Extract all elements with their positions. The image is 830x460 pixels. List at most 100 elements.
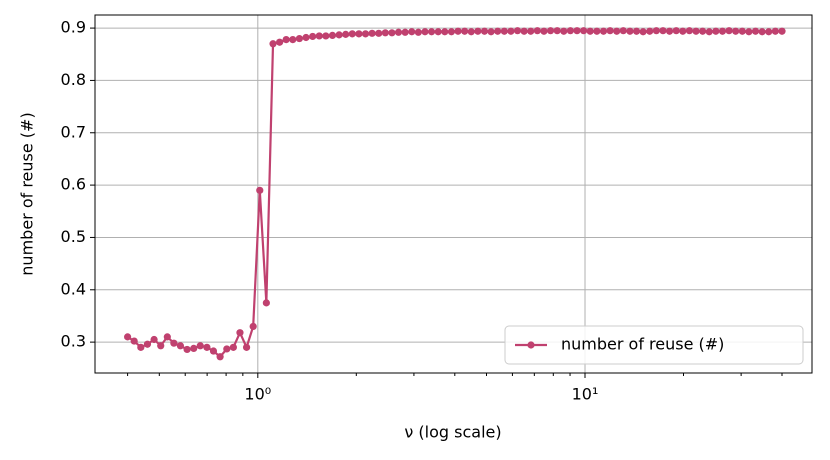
point [375,29,383,37]
point [632,27,641,35]
x-axis-label: ν (log scale) [404,423,501,442]
point [738,27,746,35]
point [322,32,330,40]
point [256,186,264,194]
point [309,32,317,41]
point [170,339,178,347]
point [520,27,528,35]
point [765,28,773,36]
point [553,27,561,35]
point [150,335,158,344]
y-tick-label: 0.4 [61,279,86,298]
point [315,32,323,40]
point [500,27,508,35]
point [718,27,727,35]
y-tick-label: 0.6 [61,175,86,194]
point [269,40,277,48]
point [494,27,502,35]
point [599,27,608,35]
point [289,35,297,44]
point [467,28,475,36]
point [685,27,694,35]
point [646,27,654,35]
point [672,27,680,35]
point [203,343,211,351]
point [659,27,667,35]
point [540,27,548,35]
point [778,27,786,35]
point [732,27,740,35]
point [282,35,290,44]
point [421,28,429,36]
point [130,337,138,345]
point [190,344,198,353]
point [573,27,581,35]
point [368,29,376,37]
point [480,27,489,35]
point [692,27,700,35]
point [348,30,356,38]
point [209,347,218,355]
point [560,27,568,35]
point [566,27,575,35]
point [388,29,396,37]
point [593,27,601,35]
y-tick-label: 0.9 [61,18,86,37]
point [401,28,409,36]
point [414,28,422,36]
x-tick-label: 10⁰ [244,385,271,404]
point [474,27,482,35]
point [163,333,171,341]
point [335,31,343,39]
point [229,343,237,351]
point [427,28,436,36]
point [394,28,403,36]
point [157,342,165,350]
point [242,343,251,351]
y-tick-label: 0.7 [61,122,86,141]
point [137,343,145,351]
point [441,28,449,36]
point [361,30,370,38]
point [626,27,634,35]
series-line [127,29,783,359]
point [223,345,231,353]
point [124,333,132,341]
point [143,340,152,348]
point [586,27,594,35]
point [758,28,766,36]
point [546,27,555,35]
point [725,27,733,35]
y-tick-label: 0.3 [61,332,86,351]
point [745,28,753,36]
point [236,329,244,337]
point [342,30,350,38]
point [580,27,588,35]
point [527,27,535,35]
point [613,27,621,35]
point [434,28,442,36]
point [381,29,389,37]
plot-frame [94,14,813,374]
point [712,27,720,35]
point [262,299,270,307]
point [619,27,627,35]
point [533,27,541,35]
legend-marker [527,341,535,349]
point [196,342,204,350]
point [176,342,185,350]
point [513,27,522,35]
y-tick-label: 0.8 [61,70,86,89]
point [652,27,660,35]
point [639,28,647,36]
point [302,33,310,42]
point [665,27,674,35]
y-tick-label: 0.5 [61,227,86,246]
point [507,27,515,35]
point [461,27,469,35]
point [328,31,337,40]
point [705,28,713,36]
point [771,27,779,35]
x-tick-label: 10¹ [572,385,599,404]
